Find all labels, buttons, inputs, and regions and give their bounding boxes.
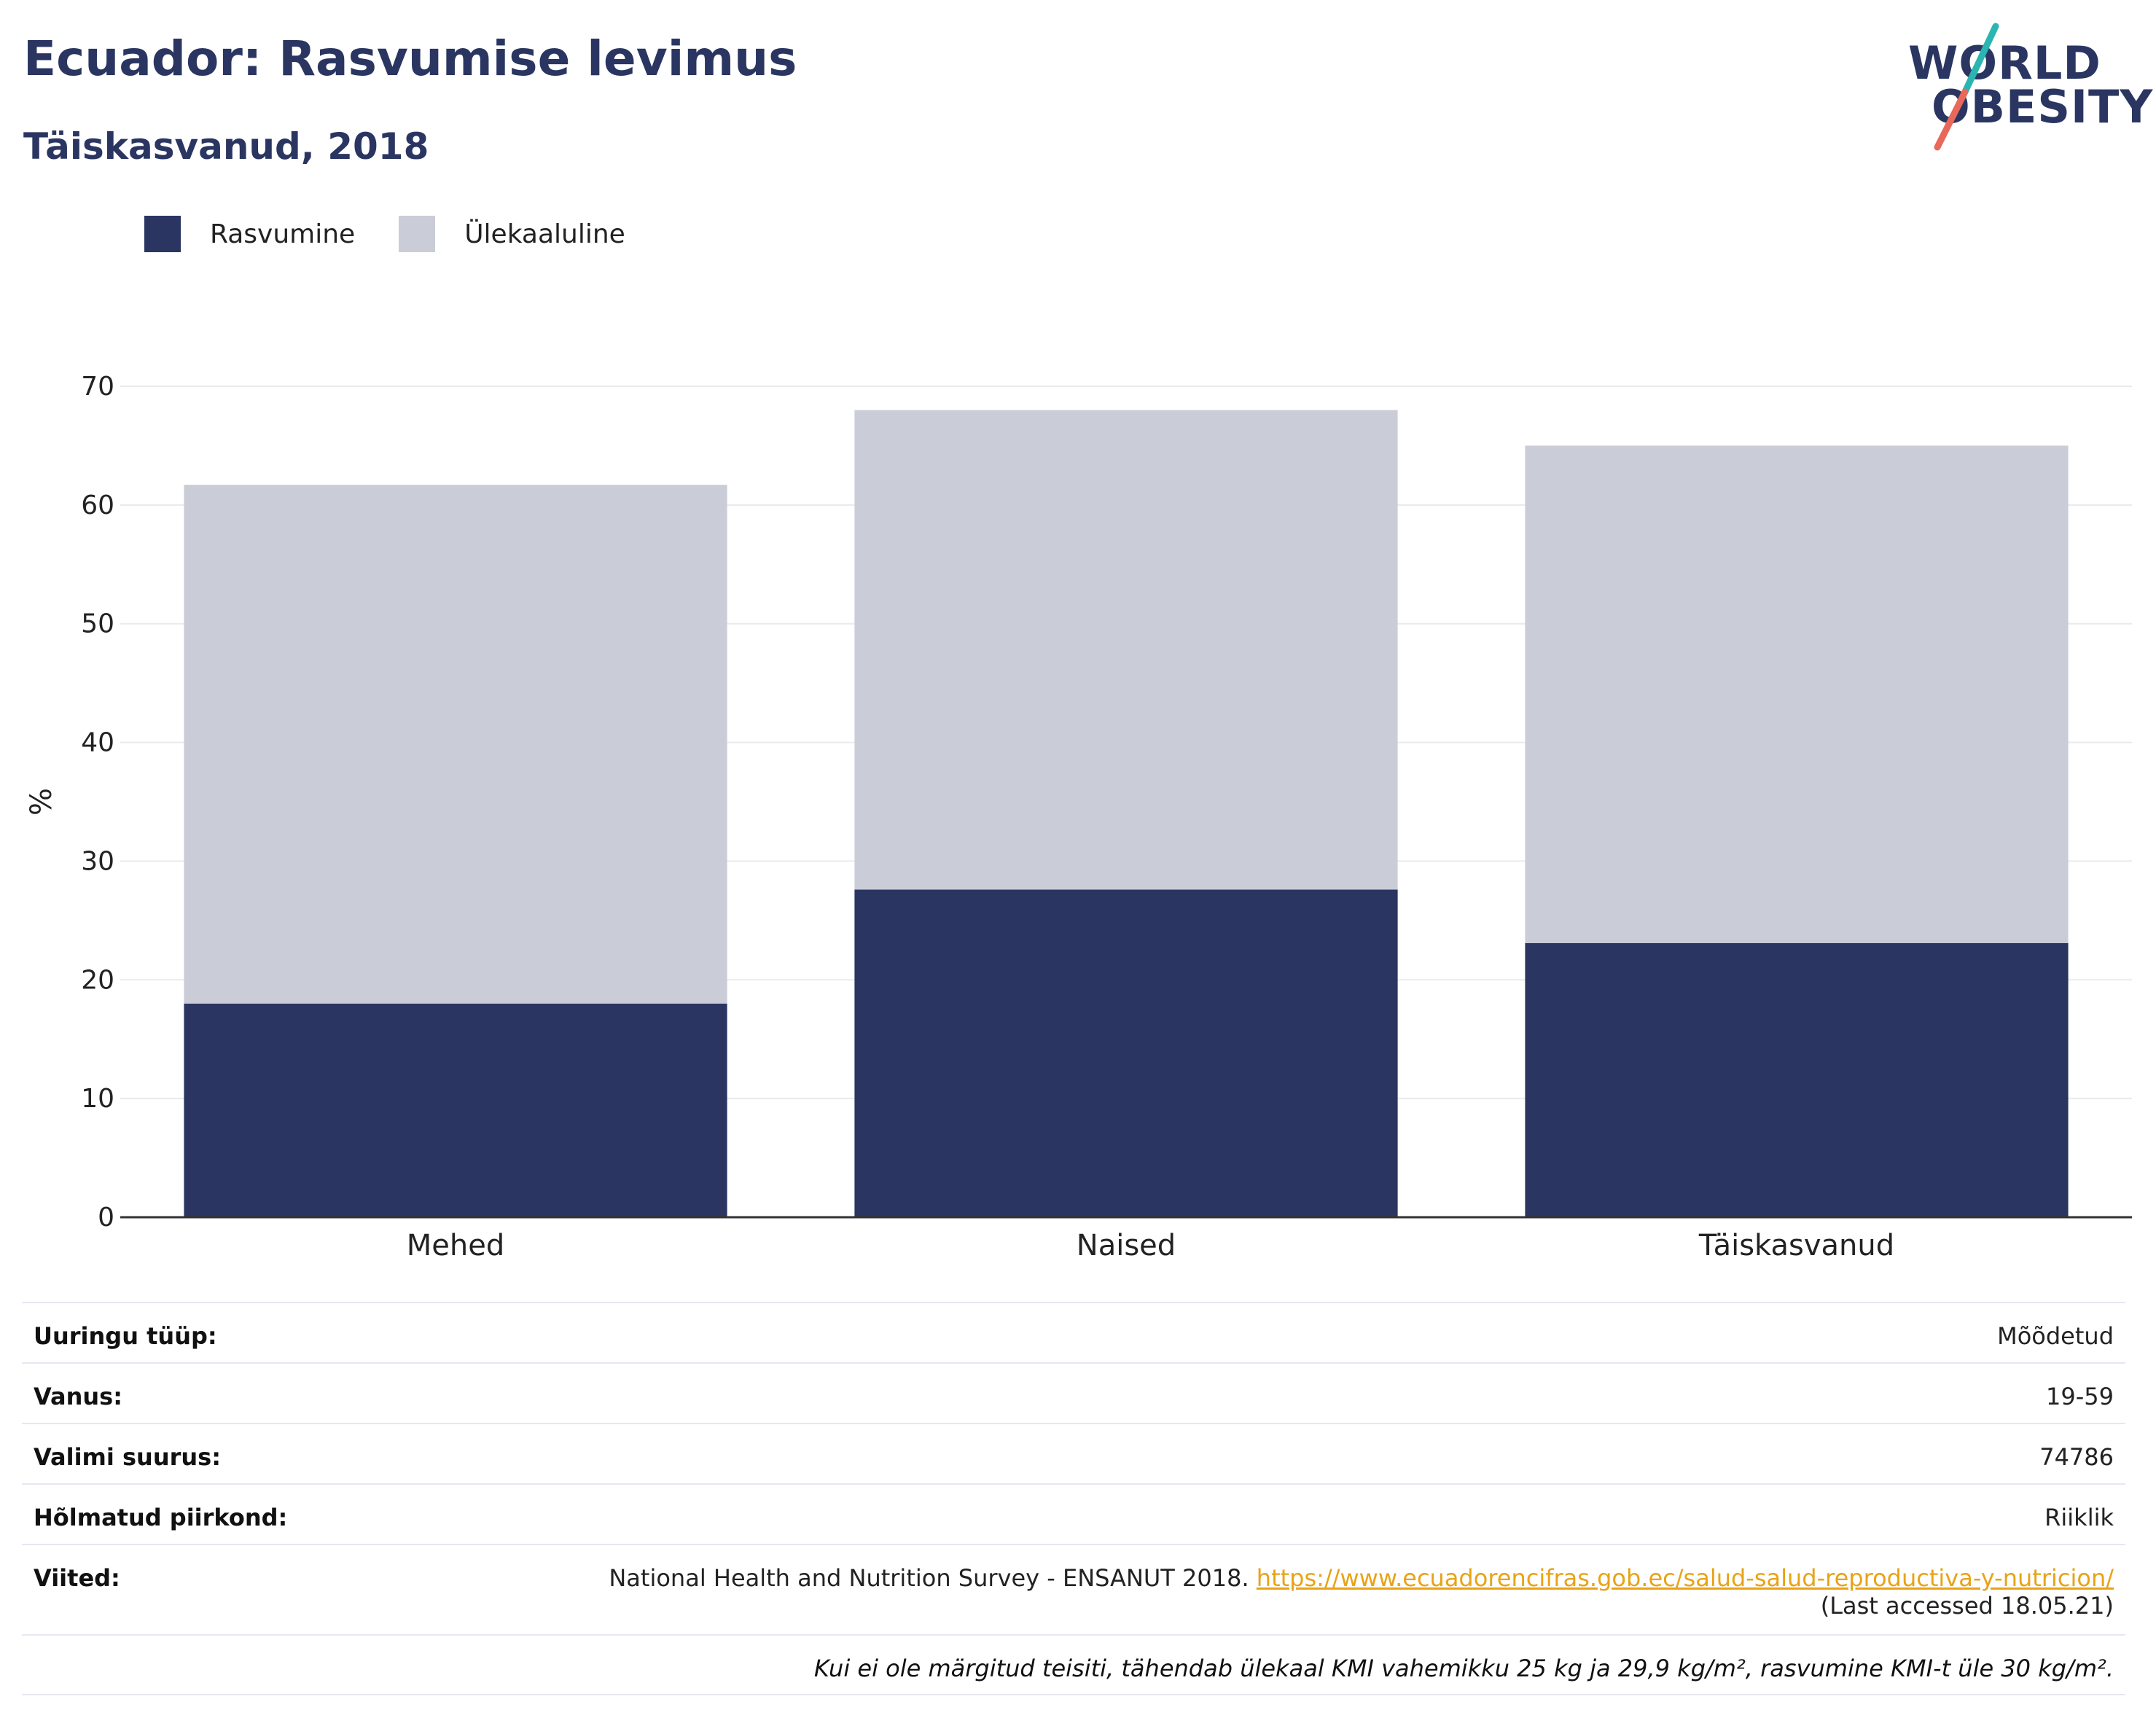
x-tick-label: Mehed bbox=[407, 1229, 504, 1262]
references-accessed: (Last accessed 18.05.21) bbox=[1820, 1592, 2114, 1620]
chart-title: Ecuador: Rasvumise levimus bbox=[23, 31, 797, 87]
references-link[interactable]: https://www.ecuadorencifras.gob.ec/salud… bbox=[1256, 1564, 2114, 1592]
x-tick-label: Täiskasvanud bbox=[1698, 1229, 1894, 1262]
info-key: Uuringu tüüp: bbox=[34, 1322, 217, 1350]
legend-item-rasvumine[interactable]: Rasvumine bbox=[144, 216, 355, 252]
legend-label-ulekaaluline: Ülekaaluline bbox=[464, 219, 625, 249]
world-obesity-logo: WORLD OBESITY bbox=[1902, 22, 2152, 153]
x-tick-label: Naised bbox=[1077, 1229, 1176, 1262]
info-row-survey-type: Uuringu tüüp: Mõõdetud bbox=[22, 1302, 2125, 1362]
info-key: Viited: bbox=[34, 1564, 120, 1592]
bar-chart: 0 10 20 30 40 50 60 70% Mehed Naised Täiskasvanud bbox=[25, 372, 2132, 1262]
y-tick-label: 20 bbox=[81, 965, 114, 995]
bar-rasvumine-1 bbox=[854, 889, 1398, 1217]
y-tick-label: 70 bbox=[81, 372, 114, 402]
chart-subtitle: Täiskasvanud, 2018 bbox=[23, 125, 429, 168]
chart-legend: Rasvumine Ülekaaluline bbox=[144, 216, 669, 252]
definition-note: Kui ei ole märgitud teisiti, tähendab ül… bbox=[813, 1655, 2114, 1682]
y-tick-label: 10 bbox=[81, 1084, 114, 1114]
legend-label-rasvumine: Rasvumine bbox=[210, 219, 356, 249]
y-axis-label: % bbox=[25, 788, 58, 816]
info-value: 19-59 bbox=[2046, 1383, 2114, 1410]
references-text: National Health and Nutrition Survey - E… bbox=[609, 1564, 1249, 1592]
y-tick-label: 40 bbox=[81, 728, 114, 758]
info-row-age: Vanus: 19-59 bbox=[22, 1362, 2125, 1423]
y-tick-label: 0 bbox=[98, 1203, 114, 1233]
bar-ülekaaluline-0 bbox=[184, 485, 727, 1004]
y-tick-label: 30 bbox=[81, 846, 114, 876]
logo-line-1: WORLD bbox=[1908, 36, 2101, 90]
legend-swatch-rasvumine bbox=[144, 216, 181, 252]
bar-rasvumine-0 bbox=[184, 1003, 727, 1217]
info-row-sample-size: Valimi suurus: 74786 bbox=[22, 1423, 2125, 1483]
info-row-note: Kui ei ole märgitud teisiti, tähendab ül… bbox=[22, 1634, 2125, 1695]
bar-ülekaaluline-1 bbox=[854, 410, 1398, 890]
logo-slash-icon bbox=[1934, 23, 1999, 151]
info-table: Uuringu tüüp: Mõõdetud Vanus: 19-59 Vali… bbox=[22, 1302, 2125, 1695]
bar-rasvumine-2 bbox=[1525, 942, 2069, 1217]
bar-ülekaaluline-2 bbox=[1525, 445, 2069, 943]
y-tick-label: 60 bbox=[81, 491, 114, 520]
references-value: National Health and Nutrition Survey - E… bbox=[609, 1564, 2114, 1620]
info-value: Riiklik bbox=[2044, 1504, 2114, 1531]
info-value: 74786 bbox=[2039, 1443, 2114, 1471]
info-key: Vanus: bbox=[34, 1383, 123, 1410]
info-key: Valimi suurus: bbox=[34, 1443, 222, 1471]
info-key: Hõlmatud piirkond: bbox=[34, 1504, 288, 1531]
legend-swatch-ulekaaluline bbox=[399, 216, 436, 252]
y-tick-label: 50 bbox=[81, 609, 114, 639]
info-row-references: Viited: National Health and Nutrition Su… bbox=[22, 1544, 2125, 1634]
info-row-area-covered: Hõlmatud piirkond: Riiklik bbox=[22, 1483, 2125, 1544]
legend-item-ulekaaluline[interactable]: Ülekaaluline bbox=[399, 216, 625, 252]
info-value: Mõõdetud bbox=[1997, 1322, 2114, 1350]
